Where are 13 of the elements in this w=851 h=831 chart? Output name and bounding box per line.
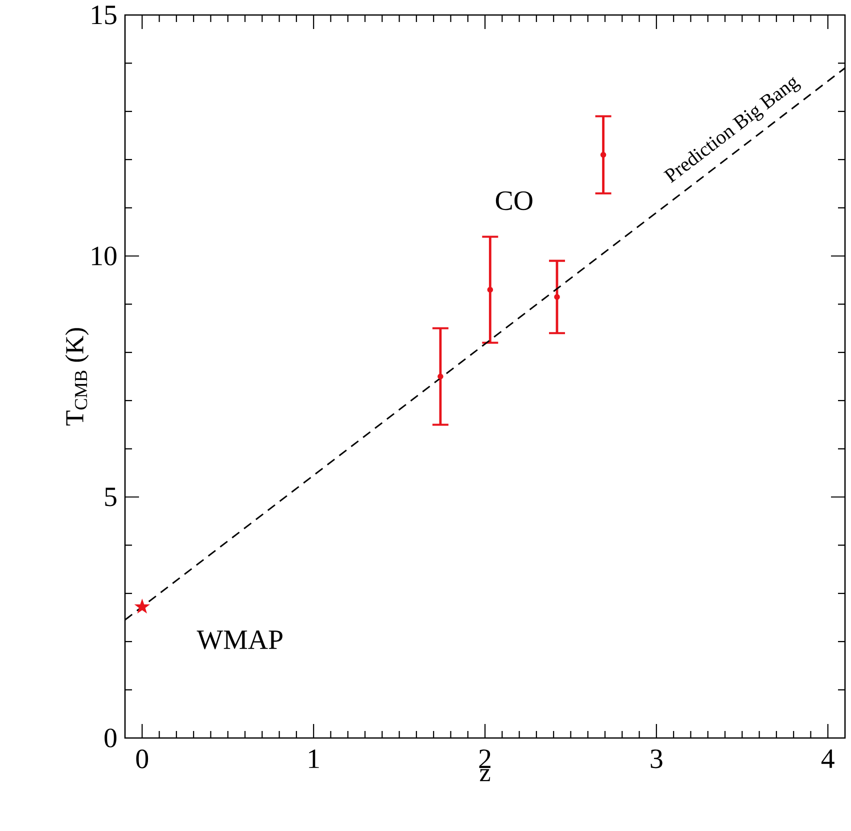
x-tick-label: 2 — [479, 750, 490, 768]
x-tick-label: 1 — [309, 750, 319, 768]
annotation: CO — [496, 191, 532, 210]
x-tick-label: 4 — [821, 750, 834, 768]
y-tick-label: 10 — [92, 246, 116, 266]
x-axis-title: z — [480, 769, 490, 782]
y-tick-label: 15 — [92, 6, 116, 24]
y-tick-label: 0 — [104, 728, 116, 748]
y-tick-label: 5 — [105, 488, 116, 506]
annotation: WMAP — [196, 630, 282, 650]
y-axis-title: T$_{CMB}$ (K) — [65, 328, 89, 426]
x-tick-label: 3 — [650, 750, 662, 768]
x-tick-label: 0 — [136, 750, 148, 768]
